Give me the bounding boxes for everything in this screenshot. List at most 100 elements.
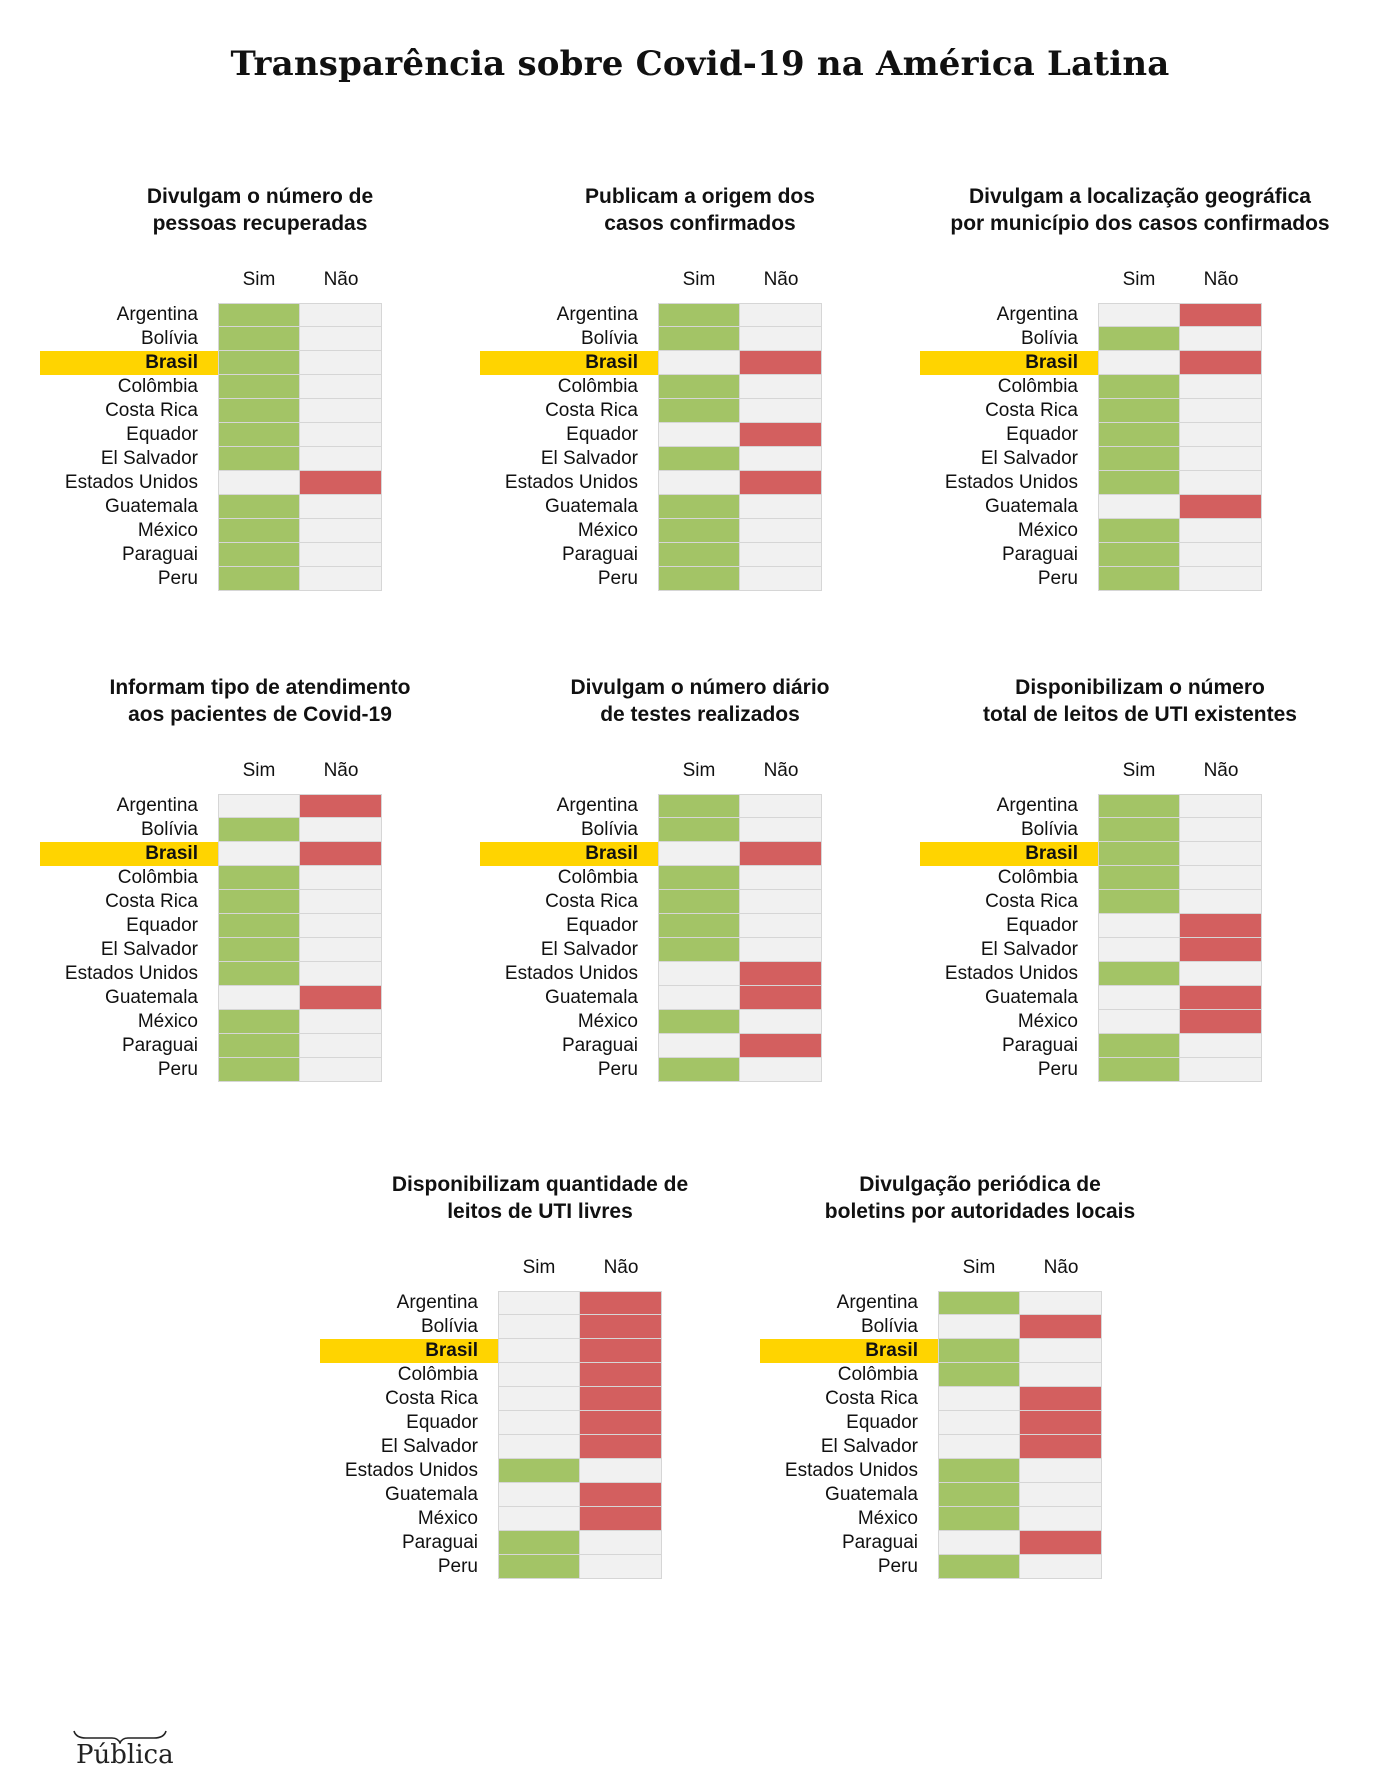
country-label: Colômbia — [557, 376, 638, 397]
grid-row — [1098, 986, 1266, 1010]
cell-empty — [1180, 890, 1262, 914]
cell-sim-filled — [658, 1010, 740, 1034]
cell-sim-filled — [218, 866, 300, 890]
cell-empty — [1180, 519, 1262, 543]
cell-empty — [1020, 1507, 1102, 1531]
grid-row — [1098, 327, 1266, 351]
cell-empty — [658, 986, 740, 1010]
cell-sim-filled — [1098, 962, 1180, 986]
cell-sim-filled — [218, 567, 300, 591]
cell-sim-filled — [658, 303, 740, 327]
cell-empty — [1180, 327, 1262, 351]
grid-row — [218, 1034, 386, 1058]
cell-empty — [498, 1435, 580, 1459]
cell-empty — [740, 938, 822, 962]
grid-row — [1098, 794, 1266, 818]
cell-sim-filled — [938, 1555, 1020, 1579]
column-header-nao: Não — [1203, 269, 1239, 290]
column-header-sim: Sim — [242, 760, 276, 781]
country-label: Bolívia — [1020, 819, 1078, 840]
country-label: Paraguai — [401, 1532, 478, 1553]
cell-empty — [938, 1387, 1020, 1411]
cell-empty — [658, 1034, 740, 1058]
cell-sim-filled — [218, 1034, 300, 1058]
cell-nao-filled — [580, 1315, 662, 1339]
chart-title: Divulgam o número de pessoas recuperadas — [40, 183, 480, 237]
country-label: México — [417, 1508, 478, 1529]
column-header-sim: Sim — [682, 760, 716, 781]
cell-sim-filled — [658, 495, 740, 519]
cell-empty — [1098, 303, 1180, 327]
country-label: Guatemala — [105, 987, 198, 1008]
chart-title-line: Disponibilizam o número — [1015, 676, 1265, 699]
cell-nao-filled — [1180, 938, 1262, 962]
chart-2: Publicam a origem dos casos confirmados Si… — [480, 183, 920, 603]
cell-empty — [1180, 866, 1262, 890]
cell-empty — [498, 1483, 580, 1507]
cell-sim-filled — [1098, 543, 1180, 567]
cell-empty — [1020, 1459, 1102, 1483]
country-label: Colômbia — [397, 1364, 478, 1385]
grid-row — [1098, 351, 1266, 375]
country-label: Peru — [1037, 568, 1078, 589]
cell-sim-filled — [658, 327, 740, 351]
grid-row — [218, 962, 386, 986]
grid-row — [938, 1315, 1106, 1339]
cell-nao-filled — [1180, 303, 1262, 327]
country-label: Brasil — [40, 842, 218, 866]
cell-empty — [300, 1010, 382, 1034]
country-label: Argentina — [556, 795, 638, 816]
country-label: Peru — [597, 1059, 638, 1080]
answer-grid — [218, 303, 386, 591]
grid-row — [658, 818, 826, 842]
country-label: Bolívia — [140, 819, 198, 840]
country-label: Bolívia — [140, 328, 198, 349]
cell-empty — [498, 1387, 580, 1411]
cell-nao-filled — [1180, 495, 1262, 519]
chart-6: Disponibilizam o número total de leitos d… — [920, 674, 1360, 1094]
country-label: Brasil — [320, 1339, 498, 1363]
cell-empty — [1098, 351, 1180, 375]
grid-row — [938, 1531, 1106, 1555]
cell-nao-filled — [300, 842, 382, 866]
column-header-nao: Não — [323, 269, 359, 290]
country-label: Costa Rica — [545, 400, 638, 421]
country-label: Brasil — [480, 842, 658, 866]
chart-8: Divulgação periódica de boletins por auto… — [760, 1171, 1200, 1591]
grid-row — [1098, 890, 1266, 914]
cell-sim-filled — [938, 1459, 1020, 1483]
chart-title-line: Informam tipo de atendimento — [109, 676, 411, 699]
chart-title: Divulgam o número diário de testes realiz… — [480, 674, 920, 728]
chart-title-line: Publicam a origem dos — [585, 185, 815, 208]
cell-empty — [938, 1315, 1020, 1339]
cell-nao-filled — [740, 962, 822, 986]
cell-empty — [938, 1435, 1020, 1459]
cell-empty — [300, 962, 382, 986]
row-labels: Argentina Bolívia Brasil Colômbia Costa Rica… — [40, 303, 218, 591]
grid-row — [218, 543, 386, 567]
country-label: Argentina — [116, 795, 198, 816]
column-header-sim: Sim — [522, 1257, 556, 1278]
grid-row — [1098, 543, 1266, 567]
country-label: El Salvador — [100, 939, 198, 960]
cell-empty — [1180, 1058, 1262, 1082]
cell-nao-filled — [1180, 351, 1262, 375]
chart-5: Divulgam o número diário de testes realiz… — [480, 674, 920, 1094]
chart-title: Publicam a origem dos casos confirmados — [480, 183, 920, 237]
grid-row — [218, 495, 386, 519]
cell-empty — [740, 375, 822, 399]
cell-empty — [1180, 543, 1262, 567]
chart-title-line: Divulgação periódica de — [859, 1173, 1101, 1196]
cell-empty — [1020, 1339, 1102, 1363]
country-label: Estados Unidos — [344, 1460, 478, 1481]
cell-empty — [1180, 1034, 1262, 1058]
chart-title-line: total de leitos de UTI existentes — [983, 703, 1297, 726]
grid-row — [658, 543, 826, 567]
country-label: Guatemala — [985, 987, 1078, 1008]
cell-empty — [580, 1555, 662, 1579]
cell-sim-filled — [498, 1531, 580, 1555]
cell-sim-filled — [658, 866, 740, 890]
cell-sim-filled — [658, 567, 740, 591]
country-label: Argentina — [996, 795, 1078, 816]
cell-sim-filled — [938, 1363, 1020, 1387]
